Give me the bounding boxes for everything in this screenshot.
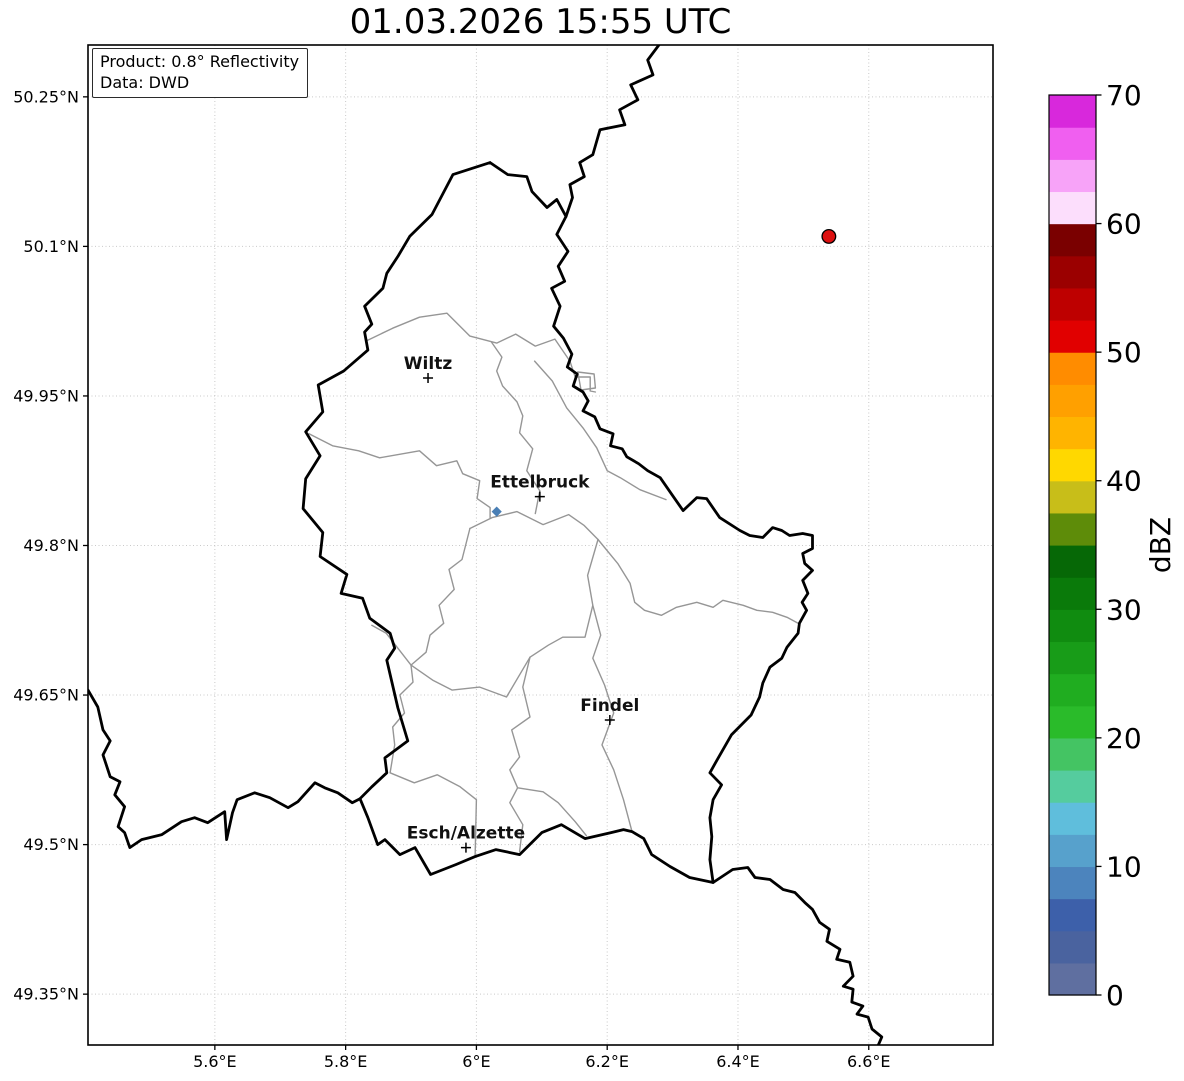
colorbar-segment — [1049, 866, 1096, 900]
district-border — [490, 341, 541, 515]
colorbar-tick-label: 20 — [1106, 722, 1142, 755]
city: Wiltz — [404, 354, 453, 384]
city-plus-marker-icon — [423, 373, 434, 384]
colorbar-segment — [1049, 705, 1096, 739]
district-border — [365, 312, 597, 393]
colorbar-unit-label: dBZ — [1144, 517, 1177, 573]
colorbar-segment — [1049, 962, 1096, 996]
axis-tick-labels: 5.6°E 5.8°E 6°E 6.2°E 6.4°E 6.6°E 50.25°N 50.1°… — [13, 87, 890, 1071]
district-border — [371, 624, 412, 666]
city-label: Wiltz — [404, 354, 453, 374]
colorbar-tick-label: 0 — [1106, 979, 1124, 1012]
x-tick-label: 6°E — [462, 1052, 490, 1071]
colorbar-tick-label: 60 — [1106, 208, 1142, 241]
colorbar-segment — [1049, 512, 1096, 546]
colorbar-segment — [1049, 480, 1096, 514]
x-tick-label: 6.2°E — [585, 1052, 629, 1071]
city-plus-marker-icon — [604, 714, 615, 725]
colorbar: 0 10 20 30 40 50 60 70 dBZ — [1048, 79, 1177, 1012]
colorbar-tick-label: 40 — [1106, 465, 1142, 498]
x-tick-label: 5.8°E — [324, 1052, 368, 1071]
y-tick-label: 50.25°N — [13, 87, 79, 106]
neighbor-country-border — [564, 45, 661, 218]
colorbar-tick-label: 30 — [1106, 593, 1142, 626]
city: Findel — [580, 696, 639, 725]
city-labels: Wiltz Ettelbruck Findel Esch/Alzette — [404, 354, 639, 853]
neighbor-country-border — [711, 866, 884, 1045]
gridlines — [88, 45, 993, 1045]
district-border — [586, 538, 633, 833]
colorbar-segment — [1049, 737, 1096, 771]
luxembourg-border — [301, 161, 814, 884]
map-borders — [88, 45, 884, 1045]
city-plus-marker-icon — [460, 842, 471, 853]
district-border — [533, 360, 667, 501]
colorbar-segment — [1049, 448, 1096, 482]
district-border — [389, 772, 478, 858]
district-border — [469, 510, 599, 541]
radar-site-dot-marker — [821, 228, 837, 244]
colorbar-segment — [1049, 159, 1096, 193]
colorbar-segment — [1049, 384, 1096, 418]
city-label: Ettelbruck — [490, 473, 590, 493]
city-label: Findel — [580, 696, 639, 716]
neighbor-country-border — [88, 688, 362, 849]
colorbar-outline — [1048, 94, 1097, 996]
colorbar-segment — [1049, 127, 1096, 160]
colorbar-segment — [1049, 255, 1096, 289]
y-tick-label: 49.95°N — [13, 386, 79, 405]
y-tick-label: 50.1°N — [23, 237, 79, 256]
colorbar-segment — [1049, 930, 1096, 964]
city-plus-marker-icon — [534, 491, 545, 502]
info-box-product-line: Product: 0.8° Reflectivity — [100, 52, 300, 71]
colorbar-segment — [1049, 545, 1096, 578]
city-label: Esch/Alzette — [407, 824, 525, 844]
colorbar-segment — [1049, 352, 1096, 385]
city: Ettelbruck — [490, 473, 590, 502]
y-tick-label: 49.8°N — [23, 536, 79, 555]
district-border — [509, 656, 531, 853]
y-tick-label: 49.35°N — [13, 985, 79, 1004]
colorbar-segment — [1049, 673, 1096, 707]
colorbar-segment — [1049, 802, 1096, 835]
figure-title: 01.03.2026 15:55 UTC — [349, 2, 732, 42]
district-border — [516, 787, 587, 837]
x-tick-label: 6.6°E — [847, 1052, 891, 1071]
colorbar-segment — [1049, 577, 1096, 610]
district-border — [597, 538, 799, 624]
district-border — [577, 371, 597, 391]
y-tick-label: 49.5°N — [23, 835, 79, 854]
district-border — [410, 656, 531, 698]
colorbar-segment — [1049, 191, 1096, 225]
colorbar-tick-label: 70 — [1106, 79, 1142, 112]
axis-ticks — [83, 96, 870, 1050]
colorbar-segment — [1049, 609, 1096, 643]
colorbar-segment — [1049, 770, 1096, 803]
colorbar-segment — [1049, 223, 1096, 257]
colorbar-segment — [1049, 416, 1096, 450]
colorbar-tick-label: 50 — [1106, 336, 1142, 369]
district-border — [389, 527, 471, 774]
y-tick-label: 49.65°N — [13, 686, 79, 705]
colorbar-segment — [1049, 95, 1096, 128]
reflectivity-echo-pixel — [491, 506, 502, 517]
city: Esch/Alzette — [407, 824, 525, 853]
colorbar-segment — [1049, 287, 1096, 321]
colorbar-segment — [1049, 898, 1096, 932]
colorbar-segment — [1049, 320, 1096, 353]
colorbar-segment — [1049, 641, 1096, 675]
district-border — [308, 433, 491, 519]
info-box: Product: 0.8° Reflectivity Data: DWD — [92, 48, 309, 98]
colorbar-segment — [1049, 834, 1096, 868]
info-box-data-line: Data: DWD — [100, 73, 190, 92]
x-tick-label: 5.6°E — [193, 1052, 237, 1071]
x-tick-label: 6.4°E — [716, 1052, 760, 1071]
colorbar-tick-label: 10 — [1106, 850, 1142, 883]
district-border — [529, 604, 594, 658]
